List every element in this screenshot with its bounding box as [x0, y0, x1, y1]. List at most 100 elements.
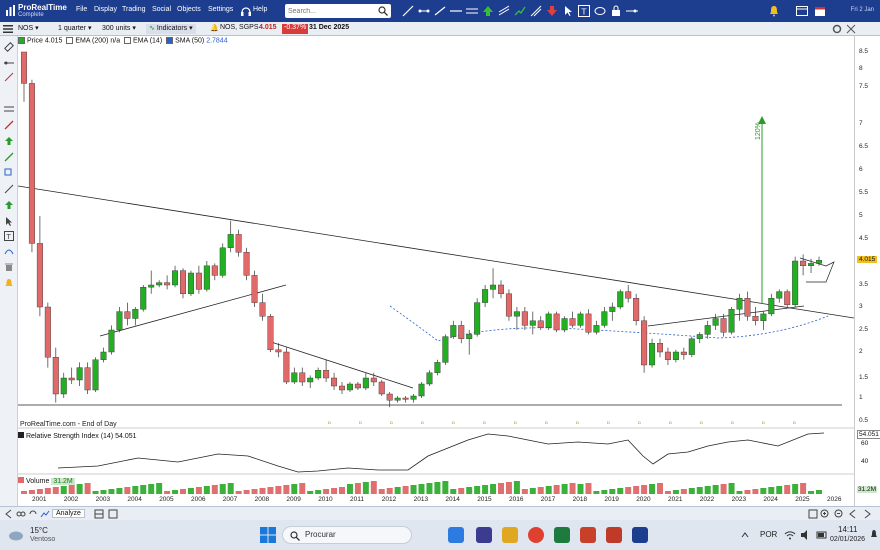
bell-icon[interactable]	[4, 278, 14, 288]
arrow-up-icon[interactable]	[4, 136, 14, 146]
top-menu-bar: ProRealTime Complete File Display Tradin…	[0, 0, 880, 22]
app-icon-2[interactable]	[476, 527, 492, 543]
price-axis[interactable]: 8.587.576.565.554.543.532.521.510.54.015…	[854, 36, 880, 506]
arrow-up-green-icon[interactable]	[482, 5, 494, 17]
sync-icon[interactable]	[28, 509, 38, 519]
arrow-green-icon[interactable]	[4, 200, 14, 210]
pen-icon[interactable]	[4, 168, 14, 178]
menu-social[interactable]: Social	[152, 6, 172, 13]
ruler-icon[interactable]	[4, 42, 14, 52]
chart-canvas[interactable]: 120% D D D D D D D D D D D D D D D D	[17, 36, 855, 506]
trend-up-tool-icon[interactable]	[4, 152, 14, 162]
channel-tool-icon[interactable]	[498, 5, 510, 17]
candle-body	[633, 298, 640, 322]
ticker-select[interactable]: NOS ▾	[18, 24, 39, 34]
menu-file[interactable]: File	[76, 6, 88, 13]
candle-body	[100, 351, 107, 361]
fib-icon[interactable]	[4, 104, 14, 114]
chart-settings-icon[interactable]	[832, 24, 842, 34]
windows-start-icon[interactable]	[260, 527, 276, 543]
excel-icon[interactable]	[554, 527, 570, 543]
zoom-in-icon[interactable]	[820, 509, 830, 519]
cursor-icon[interactable]	[562, 5, 574, 17]
chevron-up-icon[interactable]	[740, 530, 750, 540]
legend-sma50-label: SMA (50)	[175, 37, 205, 45]
trash-icon[interactable]	[4, 262, 14, 272]
dividend-marker: D	[607, 420, 610, 425]
app-logo[interactable]: ProRealTime Complete	[4, 2, 68, 20]
window-layout-icon[interactable]	[796, 5, 808, 17]
calendar-icon[interactable]	[814, 5, 826, 17]
nav-left-icon[interactable]	[4, 509, 14, 519]
pointer-icon[interactable]	[4, 216, 14, 226]
period-select[interactable]: 1 quarter ▾	[58, 24, 92, 34]
candle-body	[792, 260, 799, 305]
panel-icon[interactable]	[94, 509, 104, 519]
menu-display[interactable]: Display	[94, 6, 117, 13]
search-box[interactable]	[285, 4, 391, 18]
indicators-button[interactable]: ∿ Indicators ▾	[146, 24, 196, 34]
prorealtime-task-icon[interactable]	[632, 527, 648, 543]
menu-settings[interactable]: Settings	[208, 6, 234, 13]
battery-icon[interactable]	[816, 529, 828, 541]
trend-down-icon[interactable]	[4, 120, 14, 130]
analyze-tab[interactable]: Analyze	[52, 509, 85, 518]
taskbar-search-label: Procurar	[305, 530, 336, 539]
shape-icon[interactable]	[4, 246, 14, 256]
menu-help[interactable]: Help	[253, 6, 268, 13]
search-input[interactable]	[285, 4, 375, 18]
trend-up-icon[interactable]	[514, 5, 526, 17]
units-select[interactable]: 300 units ▾	[102, 24, 136, 34]
volume-bar	[267, 487, 274, 494]
taskbar-search[interactable]: Procurar	[282, 526, 412, 544]
line-tool-icon[interactable]	[4, 72, 14, 82]
year-axis-label: 2004	[127, 496, 142, 503]
text-tool-icon[interactable]: T	[578, 5, 590, 17]
notification-bell-icon[interactable]	[870, 529, 878, 541]
pitchfork-icon[interactable]	[530, 5, 542, 17]
candle-body	[116, 311, 123, 331]
ellipse-tool-icon[interactable]	[594, 5, 606, 17]
wifi-icon[interactable]	[784, 529, 796, 541]
volume-bar	[442, 481, 449, 494]
analyze-icon[interactable]	[40, 509, 50, 519]
move-icon[interactable]	[4, 184, 14, 194]
alarm-bell-icon[interactable]	[768, 5, 780, 17]
text-icon[interactable]: T	[4, 231, 14, 241]
scroll-right-icon[interactable]	[862, 509, 872, 519]
segment-icon[interactable]	[4, 58, 14, 68]
close-chart-icon[interactable]	[846, 24, 856, 34]
explorer-app-icon[interactable]	[448, 527, 464, 543]
candle-body	[768, 298, 775, 315]
volume-bar	[585, 483, 592, 494]
acrobat-icon[interactable]	[606, 527, 622, 543]
parallel-lines-icon[interactable]	[466, 5, 478, 17]
panel-list-icon[interactable]	[108, 509, 118, 519]
volume-bar	[529, 488, 536, 494]
file-explorer-icon[interactable]	[502, 527, 518, 543]
alarm-small-icon[interactable]: 🔔	[210, 25, 219, 32]
menu-objects[interactable]: Objects	[177, 6, 201, 13]
arrow-down-red-icon[interactable]	[546, 5, 558, 17]
chrome-icon[interactable]	[528, 527, 544, 543]
search-icon[interactable]	[378, 6, 388, 16]
draw-line-tool-icon[interactable]	[402, 5, 414, 17]
zoom-fit-icon[interactable]	[808, 509, 818, 519]
weather-desc: Ventoso	[30, 536, 56, 543]
menu-trading[interactable]: Trading	[122, 6, 146, 13]
language-indicator[interactable]: POR	[760, 530, 778, 539]
price-tick-label: 5	[859, 212, 863, 219]
powerpoint-icon[interactable]	[580, 527, 596, 543]
lock-icon[interactable]	[610, 5, 622, 17]
segment-tool-icon[interactable]	[418, 5, 430, 17]
ray-tool-icon[interactable]	[434, 5, 446, 17]
zoom-out-icon[interactable]	[834, 509, 844, 519]
more-tools-icon[interactable]	[626, 5, 638, 17]
chart-menu-icon[interactable]	[3, 24, 13, 34]
chart-area[interactable]: 120% D D D D D D D D D D D D D D D D ProRealTime.com - E…	[17, 36, 855, 506]
volume-icon[interactable]	[800, 529, 812, 541]
horizontal-line-icon[interactable]	[450, 5, 462, 17]
scroll-left-icon[interactable]	[848, 509, 858, 519]
headset-icon[interactable]	[240, 5, 252, 17]
link-icon[interactable]	[16, 509, 26, 519]
